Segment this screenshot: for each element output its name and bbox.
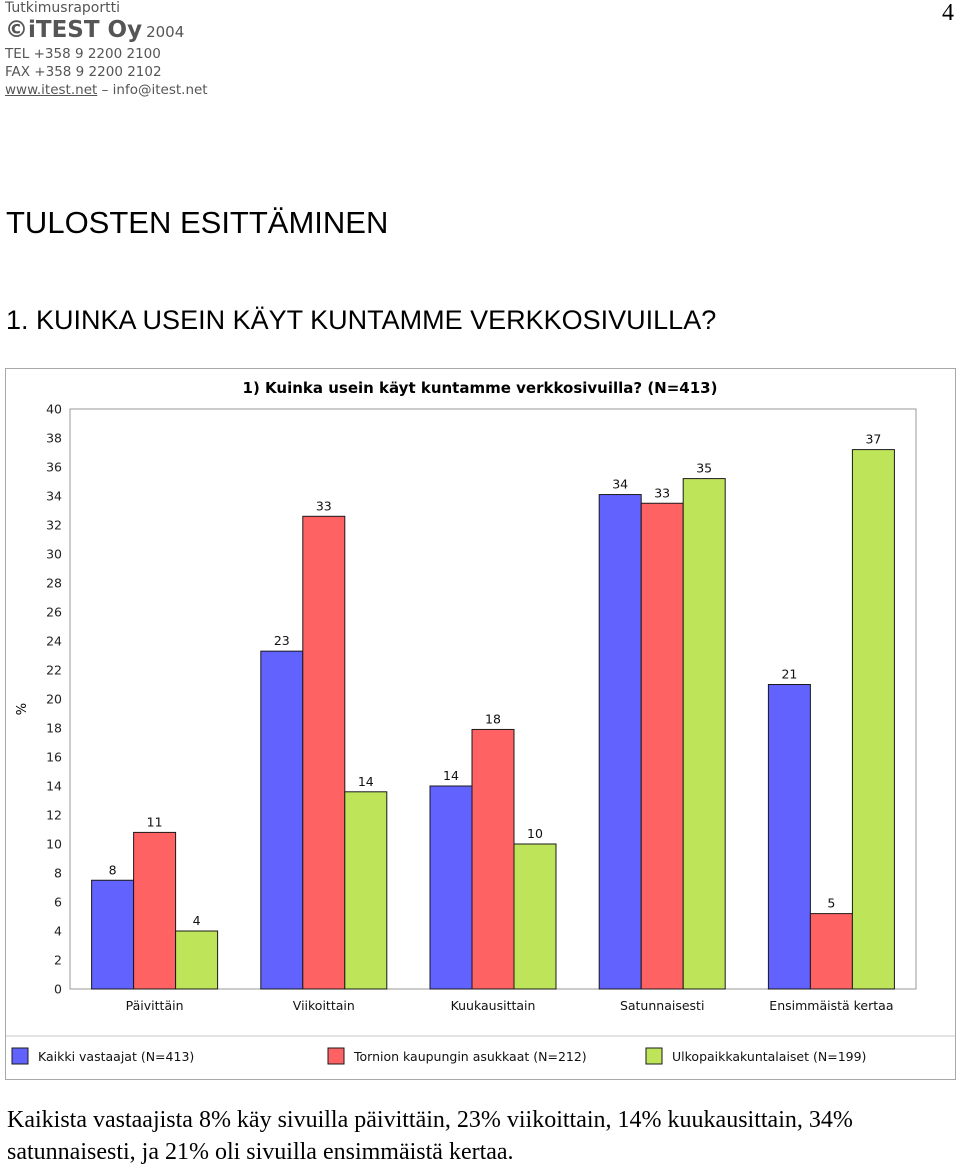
y-tick-label: 14: [46, 779, 62, 794]
bar: [175, 930, 219, 990]
y-tick-label: 18: [46, 721, 62, 736]
bar: [344, 791, 388, 990]
y-tick-label: 36: [46, 460, 62, 475]
bar-value-label: 14: [443, 768, 459, 783]
legend-label: Tornion kaupungin asukkaat (N=212): [353, 1049, 587, 1064]
report-header: Tutkimusraportti ©iTEST Oy 2004 TEL +358 …: [5, 0, 208, 99]
section-title: TULOSTEN ESITTÄMINEN: [6, 205, 389, 240]
y-tick-label: 12: [46, 808, 62, 823]
bar: [809, 913, 853, 990]
bar: [513, 843, 557, 990]
y-tick-label: 24: [46, 634, 62, 649]
bar-value-label: 35: [696, 461, 712, 476]
y-tick-label: 22: [46, 663, 62, 678]
x-tick-label: Päivittäin: [126, 998, 184, 1013]
x-tick-label: Viikoittain: [293, 998, 355, 1013]
email-address: info@itest.net: [112, 82, 208, 98]
contact-line: www.itest.net – info@itest.net: [5, 81, 208, 99]
legend-swatch: [327, 1047, 345, 1065]
y-tick-label: 38: [46, 431, 62, 446]
bar: [260, 650, 304, 990]
y-tick-label: 4: [54, 924, 62, 939]
bar: [767, 684, 811, 990]
contact-separator: –: [101, 82, 109, 98]
legend-label: Kaikki vastaajat (N=413): [38, 1049, 194, 1064]
y-tick-label: 2: [54, 953, 62, 968]
y-tick-label: 32: [46, 518, 62, 533]
bar: [682, 478, 726, 990]
bar: [851, 449, 895, 990]
bar-value-label: 34: [612, 477, 628, 492]
bar: [429, 785, 473, 990]
bar-value-label: 10: [527, 826, 543, 841]
y-tick-label: 10: [46, 837, 62, 852]
y-tick-label: 16: [46, 750, 62, 765]
legend-swatch: [645, 1047, 663, 1065]
bar: [133, 831, 177, 990]
bar-value-label: 33: [654, 485, 670, 500]
company-brand: ©iTEST Oy 2004: [5, 17, 208, 45]
y-tick-label: 8: [54, 866, 62, 881]
bar: [640, 502, 684, 990]
y-tick-label: 0: [54, 982, 62, 997]
y-tick-label: 30: [46, 547, 62, 562]
bar: [91, 879, 135, 990]
website-link[interactable]: www.itest.net: [5, 82, 98, 98]
y-tick-label: 34: [46, 489, 62, 504]
chart-caption: Kaikista vastaajista 8% käy sivuilla päi…: [7, 1107, 853, 1165]
y-tick-label: 26: [46, 605, 62, 620]
y-tick-label: 20: [46, 692, 62, 707]
legend-label: Ulkopaikkakuntalaiset (N=199): [672, 1049, 866, 1064]
x-tick-label: Satunnaisesti: [620, 998, 705, 1013]
x-tick-label: Ensimmäistä kertaa: [769, 998, 893, 1013]
y-tick-label: 40: [46, 402, 62, 417]
y-axis-label: %: [15, 703, 30, 715]
bar-value-label: 33: [316, 498, 332, 513]
chart-title: 1) Kuinka usein käyt kuntamme verkkosivu…: [243, 379, 718, 397]
chart-figure: 1) Kuinka usein käyt kuntamme verkkosivu…: [5, 368, 956, 1080]
bar: [302, 515, 346, 990]
bar: [598, 494, 642, 990]
bar-value-label: 23: [274, 633, 290, 648]
company-name: ©iTEST Oy: [5, 17, 143, 43]
phone-number: TEL +358 9 2200 2100: [5, 46, 161, 62]
bar-value-label: 18: [485, 711, 501, 726]
report-year: 2004: [146, 23, 185, 41]
legend-swatch: [11, 1047, 29, 1065]
y-tick-label: 6: [54, 895, 62, 910]
page-number: 4: [942, 0, 954, 26]
bar-value-label: 8: [109, 862, 117, 877]
bar-value-label: 14: [358, 774, 374, 789]
report-type: Tutkimusraportti: [5, 0, 121, 16]
x-tick-label: Kuukausittain: [451, 998, 536, 1013]
bar-value-label: 5: [827, 896, 835, 911]
bar-value-label: 4: [193, 913, 201, 928]
bar-value-label: 37: [865, 432, 881, 447]
y-tick-label: 28: [46, 576, 62, 591]
bar-value-label: 11: [147, 814, 163, 829]
bar-value-label: 21: [781, 667, 797, 682]
fax-number: FAX +358 9 2200 2102: [5, 64, 162, 80]
bar: [471, 728, 515, 990]
bar-chart: 1) Kuinka usein käyt kuntamme verkkosivu…: [6, 379, 955, 1065]
question-title: 1. KUINKA USEIN KÄYT KUNTAMME VERKKOSIVU…: [6, 305, 717, 335]
